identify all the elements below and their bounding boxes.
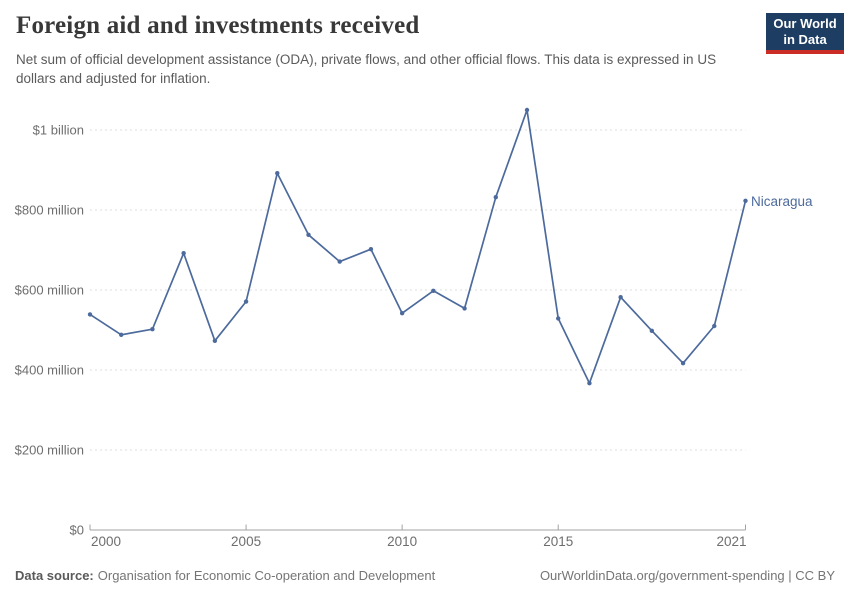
x-tick-label: 2000: [91, 534, 121, 549]
logo-line-1: Our World: [773, 16, 837, 31]
y-tick-label: $0: [70, 523, 84, 538]
data-point: [368, 247, 374, 252]
chart-subtitle: Net sum of official development assistan…: [16, 52, 717, 86]
data-line: [89, 109, 747, 385]
x-tick-label: 2021: [716, 534, 746, 549]
data-point: [212, 338, 218, 343]
y-tick-label: $200 million: [15, 443, 84, 458]
data-point: [150, 327, 155, 332]
data-point: [399, 311, 405, 316]
y-tick-label: $600 million: [15, 283, 84, 298]
data-point: [680, 361, 686, 366]
data-point: [587, 381, 592, 386]
logo-line-2: in Data: [783, 32, 827, 47]
data-point: [524, 107, 530, 113]
data-point: [556, 316, 561, 321]
x-tick-label: 2010: [387, 534, 417, 549]
x-tick-label: 2005: [231, 534, 261, 549]
data-source-value: Organisation for Economic Co-operation a…: [97, 568, 436, 583]
y-tick-label: $1 billion: [33, 123, 84, 138]
data-point: [493, 195, 498, 200]
data-point: [649, 328, 655, 333]
data-point: [306, 232, 311, 237]
data-point: [337, 259, 342, 264]
entity-label: Nicaragua: [751, 194, 813, 209]
data-point: [243, 299, 249, 304]
data-point: [275, 171, 280, 176]
x-tick-label: 2015: [543, 534, 573, 549]
data-point: [618, 295, 623, 300]
chart-title: Foreign aid and investments received: [16, 12, 420, 39]
data-point: [181, 251, 186, 256]
owid-logo: Our World in Data: [766, 13, 844, 54]
chart-footer: Data source: Organisation for Economic Co…: [15, 568, 835, 583]
credit-text: OurWorldinData.org/government-spending |…: [539, 568, 835, 583]
data-point: [119, 332, 124, 337]
data-point: [712, 323, 717, 329]
data-source-label: Data source:: [15, 568, 94, 583]
y-tick-label: $400 million: [15, 363, 84, 378]
data-point: [462, 306, 467, 311]
data-point: [87, 312, 93, 317]
data-point: [431, 288, 436, 293]
data-point: [743, 198, 748, 203]
y-tick-label: $800 million: [15, 203, 84, 218]
data-source: Data source: Organisation for Economic Co…: [15, 568, 435, 583]
